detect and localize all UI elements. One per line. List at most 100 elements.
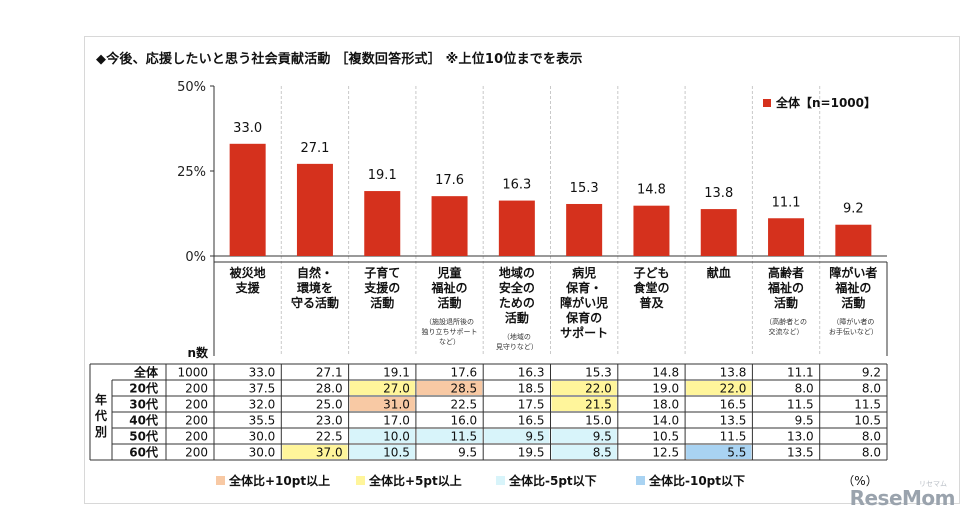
bar [431, 196, 468, 256]
table-legend-label: 全体比+10pt以上 [228, 473, 330, 488]
category-label: 児童 [437, 265, 462, 280]
unit-note: （%） [842, 474, 877, 488]
legend-label: 全体【n=1000】 [775, 95, 876, 110]
highlight-cell [484, 429, 550, 443]
chart-value-labels: 33.0 27.1 19.1 17.6 16.3 15.3 14.8 13.8 11.1 9.2 [233, 121, 864, 217]
table-cell: 27.1 [316, 366, 343, 380]
category-label: ための [499, 296, 535, 310]
bar-value-label: 19.1 [368, 168, 397, 183]
row-label: 50代 [129, 429, 158, 444]
category-label: 被災地 [230, 265, 266, 280]
table-legend-swatch [216, 476, 225, 485]
resemom-watermark: ReseMom リセマム [850, 480, 956, 510]
category-label: 高齢者 [768, 265, 804, 280]
table-legend-swatch [636, 476, 645, 485]
chart-grid [213, 86, 888, 356]
bar-value-label: 9.2 [843, 202, 864, 217]
highlight-cell [416, 429, 483, 443]
row-label: 60代 [129, 445, 158, 460]
chart-title: ◆今後、応援したいと思う社会貢献活動 ［複数回答形式］ ※上位10位までを表示 [96, 52, 583, 67]
table-cell: 28.0 [316, 382, 343, 396]
table-cell: 10.5 [854, 414, 881, 428]
table-cell: 8.0 [862, 430, 881, 444]
category-label: 活動 [841, 295, 865, 310]
table-legend-label: 全体比-5pt以下 [508, 473, 597, 488]
bar-value-label: 14.8 [637, 183, 666, 198]
data-table: n数 33.0 27.1 19.1 17.6 16.3 15.3 14.8 13.8 11.1 9.… [89, 345, 888, 461]
table-legend: 全体比+10pt以上 全体比+5pt以上 全体比-5pt以下 全体比-10pt以下 （%… [216, 473, 878, 488]
category-label: 活動 [370, 295, 394, 310]
row-label: 全体 [133, 365, 159, 380]
row-n: 200 [185, 414, 208, 428]
table-cell: 22.0 [720, 382, 747, 396]
category-note: （高齢者との [765, 317, 807, 326]
table-cell: 27.0 [383, 382, 410, 396]
legend-swatch [763, 99, 771, 107]
table-cell: 10.5 [652, 430, 679, 444]
group-label: 別 [94, 425, 107, 439]
table-cell: 11.5 [450, 430, 477, 444]
bar [364, 191, 401, 256]
table-legend-label: 全体比+5pt以上 [368, 473, 462, 488]
table-cell: 8.0 [862, 382, 881, 396]
table-cell: 16.0 [450, 414, 477, 428]
table-cell: 19.0 [652, 382, 679, 396]
bar-value-label: 16.3 [502, 178, 531, 193]
category-label: 自然・ [297, 265, 333, 280]
table-cell: 17.6 [450, 366, 477, 380]
category-label: 障がい児 [560, 295, 608, 310]
table-cell: 30.0 [249, 446, 276, 460]
category-label: 安全の [499, 280, 535, 295]
table-cell: 16.3 [518, 366, 545, 380]
category-note: 交流など） [769, 327, 804, 336]
table-cell: 5.5 [727, 446, 746, 460]
table-cell: 9.5 [458, 446, 477, 460]
category-label: 活動 [505, 310, 529, 325]
highlight-cell [349, 381, 415, 395]
table-cell: 17.0 [383, 414, 410, 428]
table-cell: 14.0 [652, 414, 679, 428]
table-cell: 13.5 [720, 414, 747, 428]
table-cell: 15.3 [585, 366, 612, 380]
table-cell: 25.0 [316, 398, 343, 412]
bar [633, 205, 670, 256]
row-label: 30代 [129, 397, 158, 412]
bar [498, 200, 535, 256]
table-legend-swatch [356, 476, 365, 485]
category-label: 子ども [633, 266, 669, 280]
table-cell: 33.0 [249, 366, 276, 380]
table-cell: 31.0 [383, 398, 410, 412]
highlight-cell [551, 397, 617, 411]
chart-legend: 全体【n=1000】 [763, 95, 876, 110]
table-cell: 13.0 [787, 430, 814, 444]
table-cell: 8.0 [862, 446, 881, 460]
n-header: n数 [187, 345, 209, 360]
highlight-cell [349, 445, 415, 459]
table-legend-swatch [496, 476, 505, 485]
group-label: 代 [94, 408, 107, 423]
row-n: 1000 [177, 366, 208, 380]
table-cell: 16.5 [720, 398, 747, 412]
category-label: 献血 [707, 265, 731, 280]
category-label: サポート [560, 325, 608, 340]
category-label: 子育て [364, 265, 400, 280]
row-n: 200 [185, 398, 208, 412]
highlight-cell [551, 429, 617, 443]
table-cell: 28.5 [450, 382, 477, 396]
chart-bars [229, 143, 872, 256]
bar [835, 224, 872, 256]
y-tick-label: 50% [177, 80, 206, 95]
category-note: お手伝いなど） [829, 327, 878, 336]
table-cell: 19.1 [383, 366, 410, 380]
category-note: 独り立ちサポート [422, 327, 478, 336]
table-cell: 22.5 [450, 398, 477, 412]
table-cell: 16.5 [518, 414, 545, 428]
category-label: 福祉の [431, 280, 468, 295]
highlight-cell [686, 381, 752, 395]
bar-value-label: 17.6 [435, 173, 464, 188]
row-n: 200 [185, 446, 208, 460]
table-cell: 10.0 [383, 430, 410, 444]
table-cell: 15.0 [585, 414, 612, 428]
bar [296, 163, 333, 256]
